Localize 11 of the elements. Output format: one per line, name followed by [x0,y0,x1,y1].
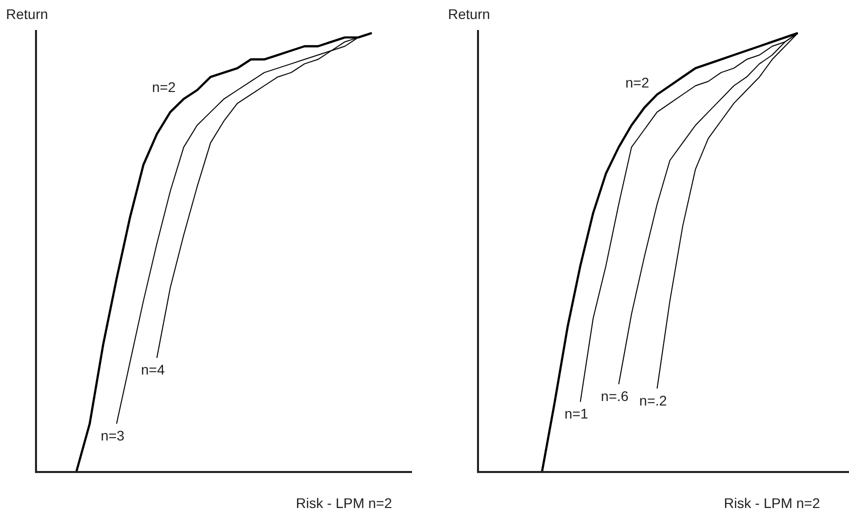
series-label: n=.2 [639,392,668,408]
series-label: n=3 [100,428,125,444]
series-label: n=2 [152,78,176,95]
y-axis-title: Return [448,6,490,22]
series-label: n=1 [564,406,588,422]
series-label: n=.6 [600,388,629,404]
y-axis-title: Return [6,6,48,22]
x-axis-title: Risk - LPM n=2 [724,495,820,511]
series-label: n=2 [625,74,650,90]
series-label: n=4 [140,362,165,378]
x-axis-title: Risk - LPM n=2 [296,495,392,511]
